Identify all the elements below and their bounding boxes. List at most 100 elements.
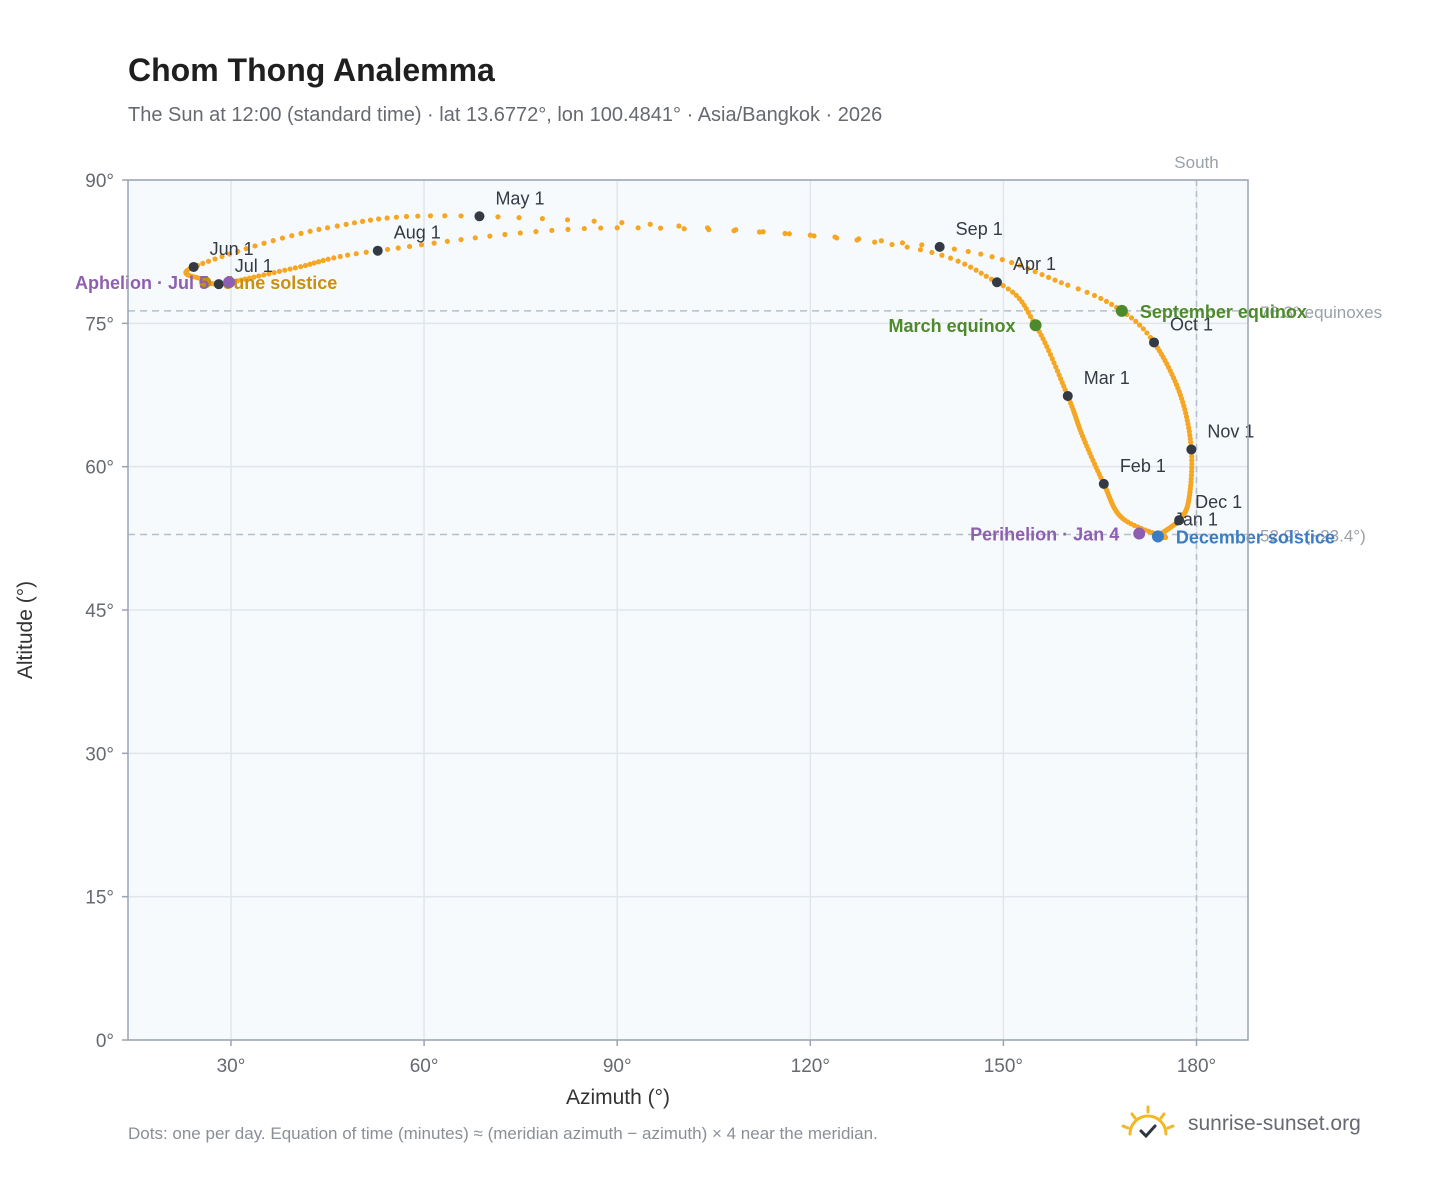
month-marker	[474, 211, 485, 222]
daily-sun-dot	[1056, 372, 1062, 378]
daily-sun-dot	[565, 226, 571, 232]
daily-sun-dot	[251, 274, 257, 280]
daily-sun-dot	[872, 239, 878, 245]
event-marker	[1115, 304, 1128, 317]
daily-sun-dot	[289, 233, 295, 239]
daily-sun-dot	[917, 247, 924, 253]
daily-sun-dot	[427, 213, 434, 219]
daily-sun-dot	[376, 216, 382, 222]
daily-sun-dot	[965, 248, 971, 255]
daily-sun-dot	[353, 251, 359, 257]
daily-sun-dot	[955, 258, 961, 264]
daily-sun-dot	[1084, 289, 1090, 295]
daily-sun-dot	[418, 242, 425, 248]
daily-sun-dot	[331, 255, 337, 261]
month-marker	[991, 277, 1002, 288]
daily-sun-dot	[487, 233, 493, 239]
daily-sun-dot	[878, 238, 884, 244]
daily-sun-dot	[983, 273, 989, 279]
reference-lines: South 76.3° equinoxes 52.9° (−23.4°)	[128, 153, 1382, 1040]
daily-sun-dot	[786, 231, 792, 237]
daily-sun-dot	[591, 218, 597, 224]
daily-sun-dot	[246, 275, 252, 281]
chart-subtitle: The Sun at 12:00 (standard time) · lat 1…	[128, 104, 883, 126]
daily-sun-dot	[282, 267, 288, 273]
event-label: June solstice	[223, 273, 337, 293]
daily-sun-dot	[205, 258, 212, 264]
daily-sun-dot	[989, 254, 995, 260]
month-label: Apr 1	[1013, 254, 1056, 274]
daily-sun-dot	[337, 253, 343, 260]
month-marker	[372, 245, 383, 256]
y-axis-label: Altitude (°)	[14, 581, 37, 679]
daily-sun-dot	[1065, 282, 1071, 288]
daily-sun-dot	[242, 276, 248, 282]
daily-sun-dot	[968, 264, 974, 270]
daily-sun-dot	[271, 269, 277, 276]
month-marker	[1174, 515, 1185, 526]
month-label: Dec 1	[1195, 492, 1242, 512]
daily-sun-dot	[1005, 286, 1011, 292]
daily-sun-dot	[1103, 298, 1110, 304]
daily-sun-dot	[1189, 465, 1195, 471]
daily-sun-dot	[1051, 360, 1057, 366]
daily-sun-dot	[279, 235, 286, 241]
y-tick-label: 30°	[85, 744, 114, 765]
daily-sun-dot	[1133, 318, 1139, 324]
chart-title: Chom Thong Analemma	[128, 52, 495, 88]
event-label: March equinox	[889, 316, 1016, 336]
footnote: Dots: one per day. Equation of time (min…	[128, 1124, 878, 1143]
daily-sun-dot	[564, 217, 571, 223]
daily-sun-dot	[1075, 286, 1081, 292]
event-marker	[1151, 530, 1164, 543]
daily-sun-dot	[1047, 352, 1054, 358]
daily-sun-dot	[316, 226, 322, 233]
daily-sun-dot	[951, 246, 957, 252]
daily-sun-dot	[458, 213, 464, 219]
month-label: Aug 1	[394, 223, 441, 243]
daily-sun-dot	[1044, 343, 1050, 350]
daily-sun-dot	[647, 221, 653, 227]
daily-sun-dot	[619, 220, 625, 226]
daily-sun-dot	[1046, 347, 1052, 354]
daily-sun-dot	[1052, 277, 1058, 283]
daily-sun-dot	[539, 216, 545, 222]
daily-sun-dot	[947, 255, 954, 261]
daily-sun-dot	[212, 256, 218, 262]
daily-sun-dot	[1025, 265, 1031, 272]
daily-sun-dot	[261, 240, 267, 246]
daily-sun-dot	[243, 246, 249, 252]
daily-sun-dot	[431, 240, 437, 246]
daily-sun-dot	[238, 277, 244, 283]
daily-sun-dot	[227, 251, 233, 257]
daily-sun-dot	[1013, 292, 1019, 298]
daily-sun-dot	[832, 234, 838, 240]
daily-sun-dot	[325, 256, 331, 262]
daily-sun-dot	[472, 235, 478, 241]
daily-sun-dot	[919, 242, 925, 248]
daily-sun-dot	[1091, 292, 1098, 299]
y-tick-label: 75°	[85, 314, 114, 335]
y-tick-label: 0°	[96, 1031, 114, 1052]
brand-name: sunrise-sunset.org	[1188, 1112, 1361, 1135]
daily-sun-dot	[1144, 330, 1150, 336]
daily-sun-dot	[343, 221, 349, 227]
reference-line-label: 52.9° (−23.4°)	[1260, 527, 1366, 546]
daily-sun-dot	[367, 217, 374, 223]
x-tick-label: 90°	[603, 1056, 632, 1077]
event-markers: March equinox September equinox June solst…	[75, 273, 1335, 547]
event-label: December solstice	[1176, 527, 1335, 547]
daily-sun-dot	[351, 220, 358, 226]
daily-sun-dot	[978, 251, 984, 257]
daily-sun-dot	[320, 257, 326, 264]
daily-sun-dot	[1039, 271, 1045, 278]
month-marker	[934, 241, 945, 252]
month-marker	[213, 279, 224, 290]
daily-sun-dot	[889, 241, 895, 248]
brand[interactable]: sunrise-sunset.org	[1120, 1104, 1361, 1144]
daily-sun-dot	[406, 243, 413, 250]
daily-sun-dot	[298, 264, 304, 270]
daily-sun-dot	[502, 231, 508, 238]
month-marker	[1149, 337, 1160, 348]
